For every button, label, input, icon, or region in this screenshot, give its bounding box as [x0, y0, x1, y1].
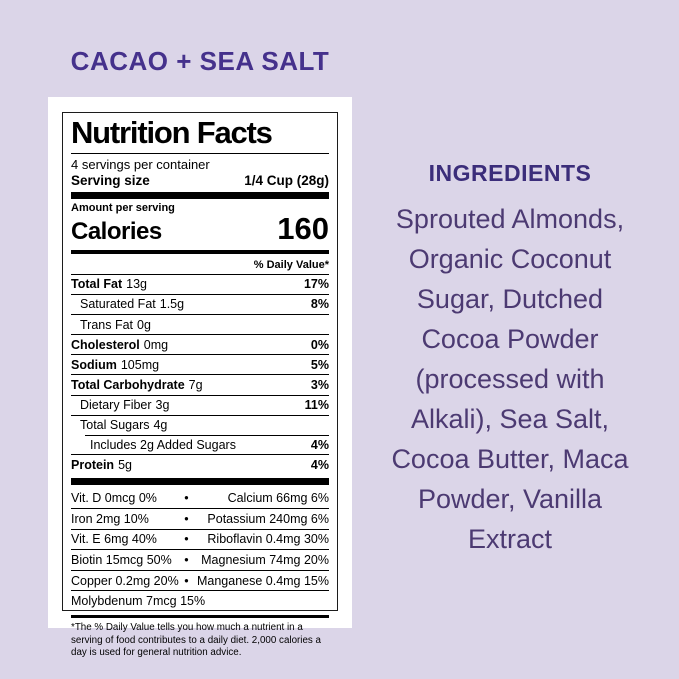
serving-size-row: Serving size 1/4 Cup (28g) [71, 173, 329, 188]
nutrient-amount: 105mg [120, 357, 160, 372]
nutrient-dv: 3% [310, 378, 329, 393]
nutrient-dv: 4% [310, 457, 329, 472]
vitamin-left: Copper 0.2mg 20% [71, 573, 179, 588]
footnote-divider-bar [71, 614, 329, 618]
nutrient-amount: 5g [118, 457, 132, 472]
vitamin-right: Potassium 240mg 6% [207, 511, 329, 526]
bullet-separator: • [184, 511, 189, 526]
nutrient-name: Total Fat [71, 277, 123, 292]
thick-divider-bar [71, 191, 329, 199]
vitamin-right: Manganese 0.4mg 15% [196, 573, 329, 588]
flavor-title: CACAO + SEA SALT [70, 46, 330, 76]
vitamin-row-biotin-magnesium: Biotin 15mcg 50% • Magnesium 74mg 20% [71, 549, 329, 570]
nutrient-row-dietary-fiber: Dietary Fiber 3g 11% [71, 394, 329, 415]
ingredients-heading: INGREDIENTS [428, 160, 592, 186]
bullet-separator: • [184, 532, 189, 547]
divider [71, 152, 329, 154]
nutrient-row-protein: Protein 5g 4% [71, 454, 329, 474]
nutrition-card: Nutrition Facts 4 servings per container… [48, 97, 352, 658]
medium-divider-bar [71, 249, 329, 254]
nutrition-facts-title: Nutrition Facts [71, 115, 273, 150]
nutrient-dv: 4% [310, 437, 329, 452]
nutrient-name: Dietary Fiber [80, 398, 152, 413]
nutrient-dv: 0% [310, 337, 329, 352]
vitamin-row-molybdenum: Molybdenum 7mcg 15% [71, 590, 329, 611]
vitamin-left: Iron 2mg 10% [71, 511, 149, 526]
nutrient-row-total-carbohydrate: Total Carbohydrate 7g 3% [71, 374, 329, 394]
nutrient-name: Protein [71, 457, 115, 472]
nutrient-row-saturated-fat: Saturated Fat 1.5g 8% [71, 293, 329, 314]
nutrient-dv: 5% [310, 357, 329, 372]
nutrient-row-cholesterol: Cholesterol 0mg 0% [71, 334, 329, 354]
daily-value-header: % Daily Value* [253, 258, 329, 271]
bullet-separator: • [184, 553, 189, 567]
vitamin-left: Biotin 15mcg 50% [71, 553, 172, 567]
daily-value-footnote: *The % Daily Value tells you how much a … [71, 621, 321, 659]
nutrient-row-total-fat: Total Fat 13g 17% [71, 273, 329, 294]
calories-label: Calories [71, 217, 162, 245]
vitamin-row-vitd-calcium: Vit. D 0mcg 0% • Calcium 66mg 6% [71, 488, 329, 508]
vitamin-right: Riboflavin 0.4mg 30% [207, 532, 329, 547]
nutrient-row-sodium: Sodium 105mg 5% [71, 354, 329, 374]
nutrient-amount: 0mg [143, 337, 169, 352]
ingredients-section: INGREDIENTS Sprouted Almonds, Organic Co… [352, 160, 668, 559]
nutrient-name: Total Carbohydrate [71, 378, 185, 393]
ingredients-list: Sprouted Almonds, Organic Coconut Sugar,… [391, 204, 629, 554]
calories-row: Calories 160 [71, 211, 329, 247]
nutrient-dv: 8% [310, 297, 329, 312]
serving-size-label: Serving size [71, 172, 150, 188]
vitamin-row-copper-manganese: Copper 0.2mg 20% • Manganese 0.4mg 15% [71, 569, 329, 591]
nutrient-dv: 17% [303, 277, 329, 292]
vitamin-row-vite-riboflavin: Vit. E 6mg 40% • Riboflavin 0.4mg 30% [71, 528, 329, 550]
nutrient-amount: 3g [155, 398, 170, 413]
nutrient-name: Cholesterol [71, 337, 140, 352]
serving-size-value: 1/4 Cup (28g) [244, 172, 329, 188]
nutrient-name: Saturated Fat [80, 297, 156, 312]
nutrient-amount: 7g [188, 378, 203, 393]
nutrient-row-total-sugars: Total Sugars 4g [71, 414, 329, 435]
vitamin-row-iron-potassium: Iron 2mg 10% • Potassium 240mg 6% [71, 508, 329, 529]
nutrient-name: Includes 2g Added Sugars [90, 437, 236, 452]
nutrient-amount: 13g [126, 277, 148, 292]
nutrient-dv: 11% [304, 398, 329, 413]
servings-per-container: 4 servings per container [71, 156, 210, 172]
nutrient-row-trans-fat: Trans Fat 0g [71, 313, 329, 334]
nutrient-row-added-sugars: Includes 2g Added Sugars 4% [71, 435, 329, 454]
bullet-separator: • [184, 491, 189, 506]
vitamin-left: Vit. D 0mcg 0% [71, 491, 157, 506]
nutrient-name: Total Sugars [80, 418, 150, 433]
calories-value: 160 [277, 210, 329, 246]
vitamin-right: Magnesium 74mg 20% [201, 553, 329, 567]
nutrition-facts-label: Nutrition Facts 4 servings per container… [62, 112, 338, 658]
nutrient-amount: 0g [137, 317, 151, 332]
nutrient-amount: 4g [153, 418, 168, 433]
vitamin-left: Molybdenum 7mcg 15% [71, 594, 206, 609]
vitamin-left: Vit. E 6mg 40% [71, 532, 157, 547]
nutrient-name: Sodium [71, 357, 117, 372]
nutrient-name: Trans Fat [80, 317, 134, 332]
nutrient-amount: 1.5g [159, 297, 185, 312]
thick-divider-bar [71, 478, 329, 486]
amount-per-serving-label: Amount per serving [71, 201, 175, 214]
bullet-separator: • [184, 573, 189, 588]
vitamin-right: Calcium 66mg 6% [227, 491, 329, 506]
